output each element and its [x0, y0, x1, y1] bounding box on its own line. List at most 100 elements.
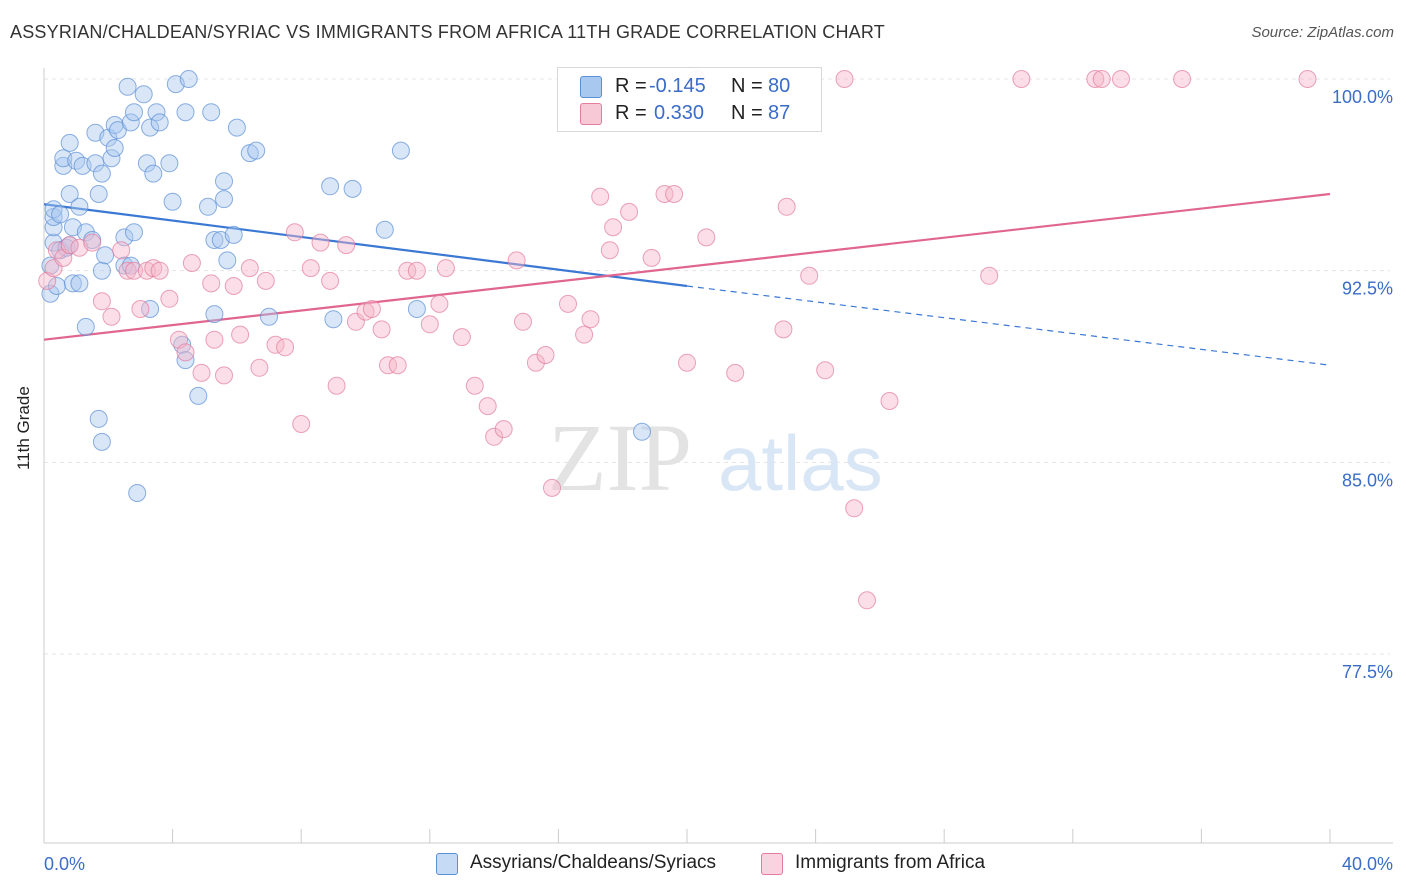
- legend-n-value: 87: [768, 102, 791, 124]
- assyrian-point: [321, 177, 340, 196]
- assyrian-point: [147, 103, 166, 122]
- assyrian-point: [141, 118, 160, 137]
- africa-point: [620, 202, 639, 221]
- assyrian-point: [260, 307, 278, 326]
- assyrian-point: [118, 77, 137, 96]
- assyrian-point: [150, 113, 169, 132]
- africa-point: [452, 328, 471, 347]
- africa-point: [604, 218, 623, 237]
- africa-point: [430, 294, 449, 313]
- africa-point: [1298, 70, 1317, 88]
- africa-point: [215, 366, 233, 385]
- africa-point: [231, 325, 250, 344]
- assyrian-point: [247, 141, 266, 160]
- africa-point: [581, 310, 600, 329]
- assyrian-point: [121, 256, 140, 275]
- africa-point: [575, 325, 594, 344]
- assyrian-point: [92, 164, 111, 183]
- africa-point: [678, 353, 696, 372]
- watermark: ZIP atlas: [548, 404, 883, 511]
- africa-point: [485, 427, 504, 446]
- africa-point: [112, 241, 131, 260]
- correlation-legend: R = -0.145 N = 80 R = 0.330 N = 87: [557, 67, 822, 132]
- y-tick-label: 77.5%: [1342, 662, 1393, 682]
- axes: [43, 68, 1393, 844]
- assyrian-point: [218, 251, 237, 270]
- africa-point: [514, 312, 532, 331]
- africa-point: [327, 376, 346, 395]
- africa-point: [379, 356, 397, 375]
- assyrian-point: [102, 149, 121, 168]
- africa-point: [1112, 70, 1130, 88]
- africa-point: [150, 261, 169, 280]
- africa-point: [600, 241, 619, 260]
- africa-point: [777, 197, 796, 216]
- africa-point: [478, 397, 497, 416]
- africa-point: [92, 292, 111, 311]
- africa-point: [292, 415, 311, 433]
- africa-point: [182, 254, 201, 272]
- assyrian-point: [134, 85, 153, 104]
- africa-point: [250, 358, 269, 377]
- africa-point: [192, 363, 211, 382]
- assyrian-point: [343, 179, 362, 198]
- watermark-zip: ZIP: [548, 404, 692, 511]
- assyrian-point: [115, 256, 134, 275]
- y-axis-label: 11th Grade: [14, 386, 33, 470]
- africa-point: [835, 70, 854, 88]
- assyrian-point: [407, 300, 426, 318]
- series-swatch-pink: [761, 853, 783, 875]
- assyrian-point: [176, 351, 195, 370]
- assyrian-point: [176, 103, 195, 122]
- africa-point: [372, 320, 391, 339]
- assyrian-point: [391, 141, 410, 160]
- assyrian-point: [144, 164, 163, 183]
- africa-point: [465, 376, 484, 395]
- source-credit: Source: ZipAtlas.com: [1251, 24, 1394, 41]
- africa-point: [276, 338, 295, 357]
- africa-point: [337, 236, 356, 255]
- legend-r-value: 0.330: [654, 102, 705, 124]
- africa-point: [160, 289, 179, 308]
- assyrian-point: [125, 103, 143, 122]
- assyrian-point: [89, 185, 108, 203]
- series-label-assyrian: Assyrians/Chaldeans/Syriacs: [470, 852, 717, 873]
- africa-point: [240, 259, 259, 278]
- assyrian-point: [70, 197, 89, 216]
- africa-point: [125, 261, 143, 280]
- africa-point: [202, 274, 221, 293]
- africa-point: [407, 261, 426, 280]
- legend-n-value: 80: [768, 75, 791, 97]
- series-swatch-blue: [436, 853, 458, 875]
- assyrian-point: [92, 432, 111, 451]
- africa-point: [726, 363, 745, 382]
- assyrian-point: [324, 310, 343, 329]
- assyrian-point: [189, 386, 208, 405]
- trend-lines: [43, 192, 1331, 366]
- assyrian-point: [86, 154, 105, 173]
- africa-point: [420, 315, 439, 334]
- y-tick-label: 92.5%: [1342, 279, 1393, 299]
- watermark-atlas: atlas: [718, 419, 883, 507]
- africa-point: [642, 248, 661, 267]
- africa-point: [526, 353, 545, 372]
- assyrian-point: [215, 190, 233, 209]
- assyrian-point: [141, 300, 160, 318]
- assyrian-point: [633, 422, 651, 441]
- y-tick-label: 85.0%: [1342, 470, 1393, 490]
- assyrian-point: [375, 220, 394, 239]
- africa-point: [83, 233, 102, 252]
- africa-point: [1173, 70, 1192, 88]
- assyrian-point: [137, 154, 156, 173]
- africa-point: [205, 330, 224, 349]
- assyrian-point: [227, 118, 246, 137]
- assyrian-point: [199, 197, 217, 216]
- assyrian-point: [63, 274, 82, 293]
- assyrian-point: [76, 317, 95, 336]
- x-tick-label: 40.0%: [1342, 854, 1393, 874]
- africa-point: [816, 361, 835, 380]
- africa-point: [845, 499, 864, 518]
- assyrian-point: [70, 274, 89, 293]
- africa-point: [118, 261, 137, 280]
